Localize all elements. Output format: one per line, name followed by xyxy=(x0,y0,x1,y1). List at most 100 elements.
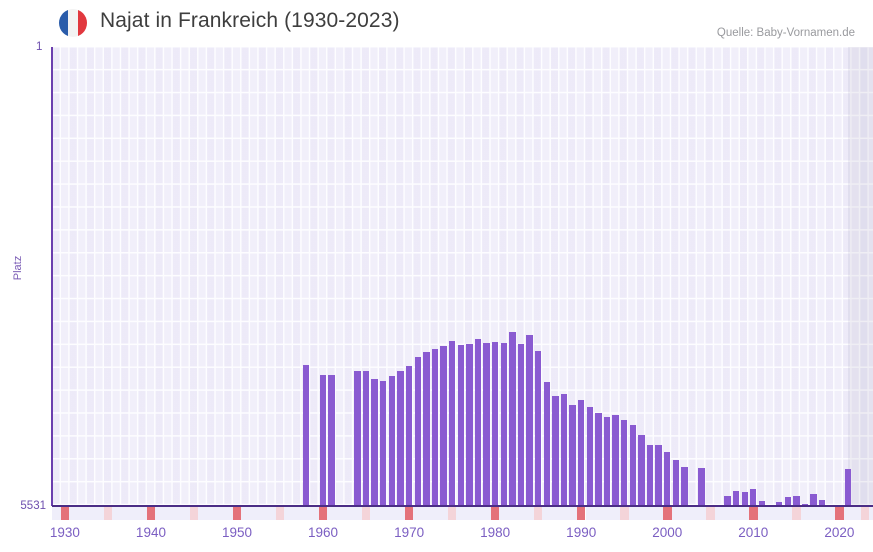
bar-2002[interactable] xyxy=(681,467,688,506)
bar-1964[interactable] xyxy=(354,371,361,506)
x-tick-cell-1961 xyxy=(327,507,336,520)
bar-2015[interactable] xyxy=(793,496,800,506)
bar-1975[interactable] xyxy=(448,341,456,506)
bar-1984[interactable] xyxy=(526,335,533,506)
bar-1983[interactable] xyxy=(517,344,525,506)
bar-2021[interactable] xyxy=(844,469,852,506)
bar-2014[interactable] xyxy=(784,497,791,506)
x-tick-cell-2013 xyxy=(774,507,784,520)
x-tick-cell-1977 xyxy=(465,507,474,520)
bar-2010[interactable] xyxy=(750,489,757,506)
bar-2017[interactable] xyxy=(810,494,817,506)
x-tick-cell-1967 xyxy=(378,507,388,520)
x-tick-cell-1929 xyxy=(52,507,61,520)
bar-1985[interactable] xyxy=(534,351,542,506)
bar-1967[interactable] xyxy=(380,381,387,506)
bar-1999[interactable] xyxy=(655,445,662,506)
y-axis-title: Platz xyxy=(12,255,24,281)
x-tick-cell-1968 xyxy=(387,507,397,520)
bar-2009[interactable] xyxy=(741,492,748,506)
x-tick-cell-1969 xyxy=(396,507,405,520)
x-tick-cell-1930 xyxy=(60,507,70,520)
x-tick-cell-1944 xyxy=(181,507,190,520)
bar-1966[interactable] xyxy=(371,379,378,506)
x-tick-cell-1960 xyxy=(318,507,328,520)
x-tick-cell-2011 xyxy=(757,507,767,520)
bar-1992[interactable] xyxy=(595,413,602,506)
bar-2008[interactable] xyxy=(732,491,740,506)
x-tick-cell-1931 xyxy=(69,507,78,520)
bar-1977[interactable] xyxy=(466,344,473,506)
bar-2001[interactable] xyxy=(672,460,680,506)
x-tick-cell-1966 xyxy=(370,507,379,520)
bar-1989[interactable] xyxy=(569,405,576,506)
x-axis-tick-label-1950: 1950 xyxy=(221,525,253,540)
x-axis-tick-label-1930: 1930 xyxy=(49,525,80,540)
bar-1993[interactable] xyxy=(603,417,611,506)
x-tick-cell-1990 xyxy=(576,507,586,520)
x-tick-cell-1957 xyxy=(292,507,302,520)
bar-1969[interactable] xyxy=(397,371,404,506)
bar-1995[interactable] xyxy=(621,420,628,506)
bar-1990[interactable] xyxy=(578,400,585,506)
x-tick-cell-2009 xyxy=(740,507,749,520)
incomplete-data-shading xyxy=(847,47,873,506)
x-tick-cell-2018 xyxy=(817,507,827,520)
x-tick-cell-1949 xyxy=(224,507,233,520)
x-tick-cell-1959 xyxy=(310,507,319,520)
bar-1973[interactable] xyxy=(431,349,439,506)
bar-1961[interactable] xyxy=(328,375,335,506)
bar-1979[interactable] xyxy=(483,343,490,506)
x-tick-cell-1995 xyxy=(619,507,629,520)
x-tick-cell-2023 xyxy=(860,507,870,520)
x-tick-cell-1988 xyxy=(559,507,569,520)
x-tick-cell-1954 xyxy=(267,507,276,520)
bar-1970[interactable] xyxy=(405,366,413,506)
x-tick-cell-2010 xyxy=(749,507,758,520)
x-tick-cell-2003 xyxy=(688,507,698,520)
bar-1986[interactable] xyxy=(543,382,550,506)
bar-1980[interactable] xyxy=(491,342,499,506)
bar-1958[interactable] xyxy=(302,365,310,506)
bar-1968[interactable] xyxy=(388,376,396,506)
bar-2013[interactable] xyxy=(775,502,783,506)
bar-1988[interactable] xyxy=(560,394,568,506)
x-tick-cell-2015 xyxy=(792,507,801,520)
x-axis-tick-label-2010: 2010 xyxy=(738,525,769,540)
bar-2011[interactable] xyxy=(758,501,766,506)
bar-2018[interactable] xyxy=(818,500,826,506)
bar-1981[interactable] xyxy=(500,343,507,506)
bar-1987[interactable] xyxy=(552,396,559,506)
x-tick-cell-1945 xyxy=(189,507,199,520)
x-tick-cell-1950 xyxy=(232,507,242,520)
bar-1991[interactable] xyxy=(586,407,593,506)
x-tick-cell-2006 xyxy=(714,507,724,520)
bar-1976[interactable] xyxy=(457,345,464,506)
bar-1978[interactable] xyxy=(474,339,482,506)
bar-2007[interactable] xyxy=(724,496,731,506)
bar-1998[interactable] xyxy=(646,445,654,506)
bar-1965[interactable] xyxy=(362,371,370,506)
x-tick-cell-1943 xyxy=(172,507,182,520)
x-tick-cell-2000 xyxy=(662,507,672,520)
bar-1994[interactable] xyxy=(612,415,619,506)
bar-1997[interactable] xyxy=(638,435,645,506)
bar-1982[interactable] xyxy=(509,332,516,506)
bar-1960[interactable] xyxy=(319,375,327,506)
chart-header: Najat in Frankreich (1930-2023) Quelle: … xyxy=(0,0,873,46)
bar-1996[interactable] xyxy=(629,425,637,506)
y-axis-tick-bottom: 5531 xyxy=(20,500,46,512)
x-tick-cell-1985 xyxy=(533,507,543,520)
x-tick-cell-1979 xyxy=(482,507,491,520)
y-axis-line xyxy=(51,47,53,506)
x-tick-cell-2024 xyxy=(869,507,873,520)
x-tick-cell-2014 xyxy=(783,507,793,520)
bar-1971[interactable] xyxy=(414,357,421,506)
bar-1972[interactable] xyxy=(423,352,430,506)
bar-2000[interactable] xyxy=(664,452,671,506)
x-tick-cell-1986 xyxy=(542,507,552,520)
bar-2004[interactable] xyxy=(698,468,705,506)
x-tick-cell-1970 xyxy=(404,507,414,520)
x-tick-cell-1997 xyxy=(637,507,646,520)
bar-1974[interactable] xyxy=(440,346,447,506)
